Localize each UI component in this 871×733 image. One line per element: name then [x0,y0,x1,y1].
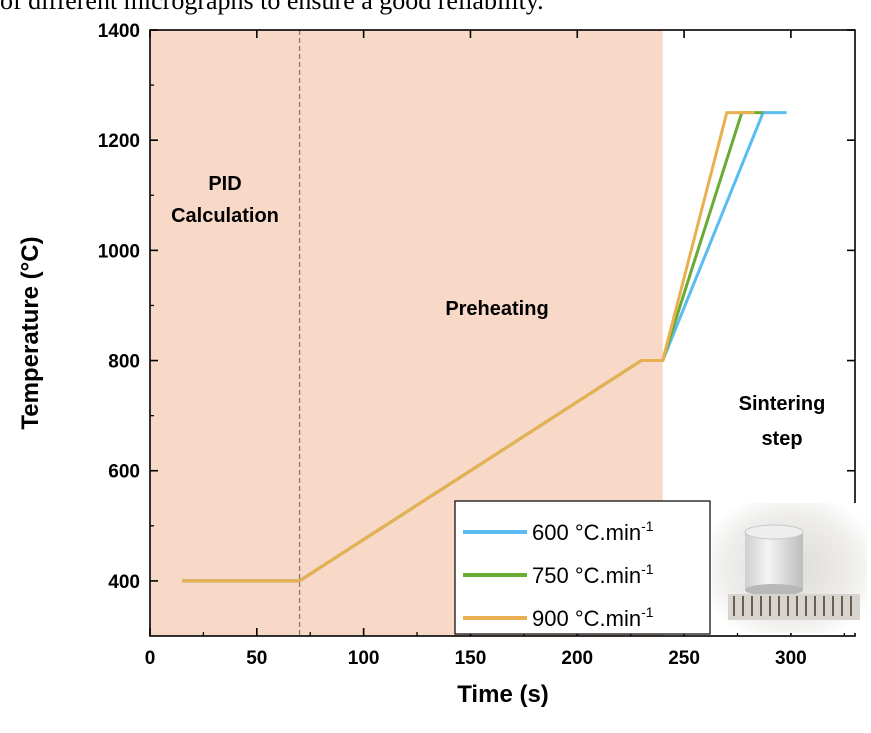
series-layer [182,111,787,583]
y-tick-label: 1000 [98,241,140,262]
annotation-pid: PID [208,173,241,195]
caption-fragment: of different micrographs to ensure a goo… [0,0,544,15]
x-tick-label: 300 [775,648,807,669]
annotation-step: step [761,428,802,450]
legend-label-2: 750 °C.min-1 [532,561,654,588]
annotation-sintering: Sintering [739,393,826,415]
annotation-preheating: Preheating [445,298,548,320]
x-tick-label: 0 [145,648,156,669]
x-tick-label: 50 [246,648,267,669]
x-tick-label: 150 [455,648,487,669]
legend-label-3: 900 °C.min-1 [532,604,654,631]
y-tick-label: 1400 [98,21,140,42]
plot-frame [149,29,856,637]
series-line-3 [182,111,755,583]
x-axis-title: Time (s) [457,681,549,708]
x-tick-label: 100 [348,648,380,669]
y-tick-label: 1200 [98,131,140,152]
x-tick-label: 250 [668,648,700,669]
legend-box [454,500,711,635]
legend: 600 °C.min-1 750 °C.min-1 900 °C.min-1 [454,500,711,635]
y-tick-label: 800 [108,352,140,373]
ruler [728,594,860,620]
ticks-layer: 0 50 100 150 200 250 300 400 600 800 1000 1200 1400 [98,21,855,669]
cylinder-sample [745,532,803,590]
y-tick-label: 400 [108,572,140,593]
y-tick-label: 600 [108,462,140,483]
x-tick-label: 200 [561,648,593,669]
annotation-calculation: Calculation [171,205,279,227]
sample-photo [712,503,867,633]
legend-label-1: 600 °C.min-1 [532,518,654,545]
y-axis-title: Temperature (°C) [17,236,44,429]
